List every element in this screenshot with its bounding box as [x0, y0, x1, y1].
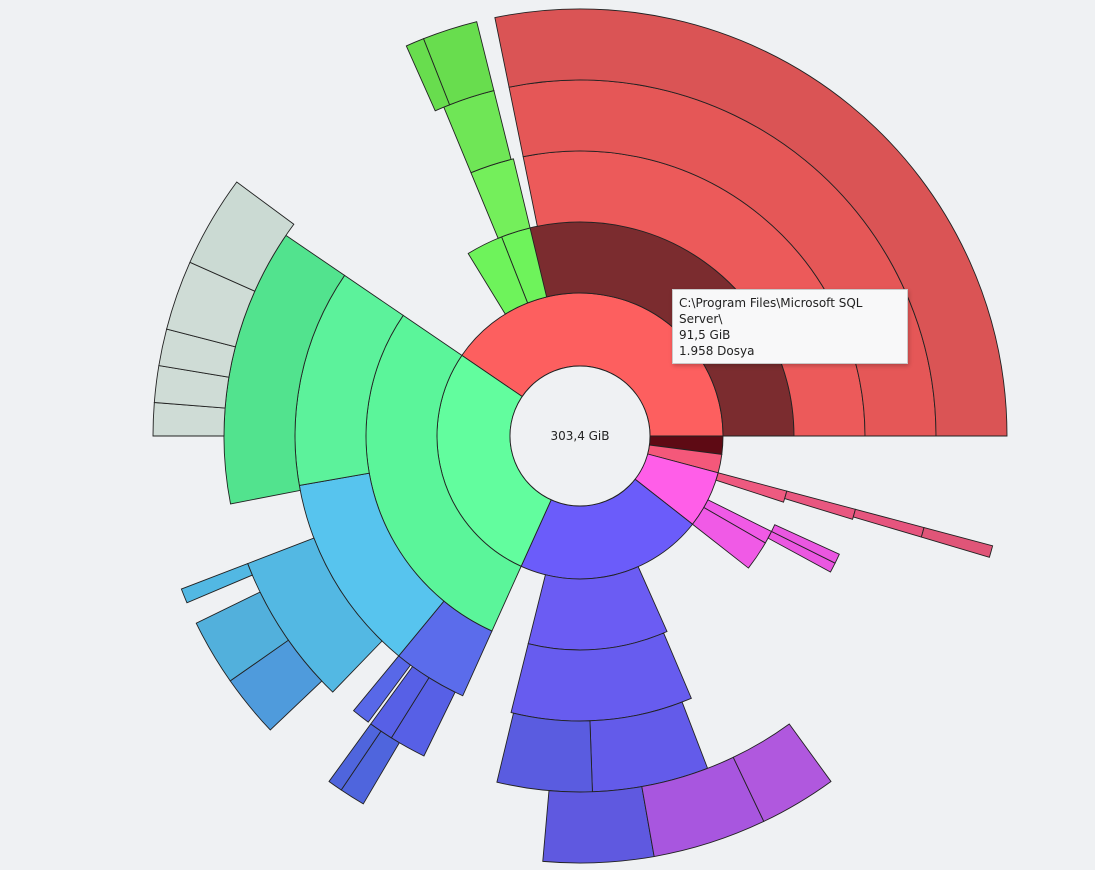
segment-tooltip: C:\Program Files\Microsoft SQL Server\ 9… [672, 289, 908, 364]
sunburst-segments [152, 8, 1008, 864]
segment-folder-lime-5a[interactable] [422, 21, 495, 106]
center-total-size: 303,4 GiB [550, 429, 609, 443]
tooltip-file-count: 1.958 Dosya [679, 344, 755, 358]
segment-folder-lime-5b[interactable] [405, 38, 451, 112]
segment-folder-purple-5a[interactable] [641, 756, 765, 858]
segment-folder-red-5[interactable] [494, 8, 1008, 437]
segment-folder-magenta-2b[interactable] [691, 506, 766, 569]
segment-folder-pink-2[interactable] [715, 472, 788, 503]
tooltip-size: 91,5 GiB [679, 328, 731, 342]
segment-folder-purple-5b[interactable] [732, 723, 832, 822]
segment-folder-pink-4[interactable] [852, 508, 925, 538]
segment-folder-violet-2[interactable] [527, 566, 668, 651]
segment-folder-lime-3[interactable] [470, 158, 531, 239]
segment-folder-cyan-5b[interactable] [195, 591, 290, 682]
center-hole[interactable] [509, 365, 651, 507]
segment-folder-cyan-5c[interactable] [180, 562, 253, 604]
segment-folder-indigo-4[interactable] [496, 712, 593, 793]
segment-folder-blue-4c[interactable] [352, 655, 412, 723]
segment-folder-blue-5b[interactable] [328, 723, 382, 791]
segment-folder-gray-5e[interactable] [189, 181, 295, 292]
segment-folder-pink-5[interactable] [920, 526, 994, 558]
tooltip-path: C:\Program Files\Microsoft SQL Server\ [679, 296, 863, 326]
segment-folder-lime-2b[interactable] [467, 236, 529, 315]
segment-folder-indigo-5[interactable] [542, 786, 655, 864]
segment-folder-pink-3[interactable] [784, 490, 856, 520]
segment-folder-magenta-3b[interactable] [767, 530, 836, 573]
